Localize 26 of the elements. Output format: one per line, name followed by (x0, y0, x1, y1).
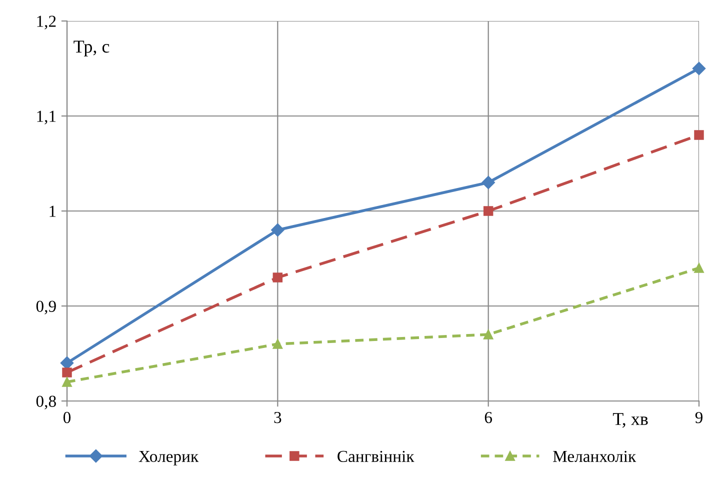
x-tick-label: 0 (63, 412, 71, 424)
y-tick-label: 1,1 (37, 110, 56, 124)
x-tick-label: 3 (274, 412, 282, 424)
x-tick-label: 9 (695, 412, 702, 424)
legend-label: Сангвіннік (338, 450, 414, 462)
point (272, 272, 283, 282)
x-axis-title: Т, хв (612, 413, 648, 428)
point (60, 356, 74, 370)
point (692, 62, 706, 76)
x-tick-label: 6 (484, 412, 492, 424)
y-tick-label: 1,2 (37, 16, 56, 30)
point (62, 368, 72, 378)
y-tick-label: 1 (50, 206, 56, 217)
point (272, 339, 283, 349)
point (694, 263, 704, 273)
point (483, 330, 494, 340)
y-tick-label: 0,9 (36, 300, 56, 314)
point (694, 130, 704, 140)
point (483, 206, 494, 216)
legend-label: Холерик (138, 450, 199, 466)
y-tick-label: 0,8 (36, 396, 56, 410)
point (62, 377, 72, 387)
point (482, 176, 495, 190)
point (271, 223, 284, 237)
legend-label: Меланхолік (553, 450, 636, 462)
y-axis-title: Тр, с (74, 40, 110, 56)
